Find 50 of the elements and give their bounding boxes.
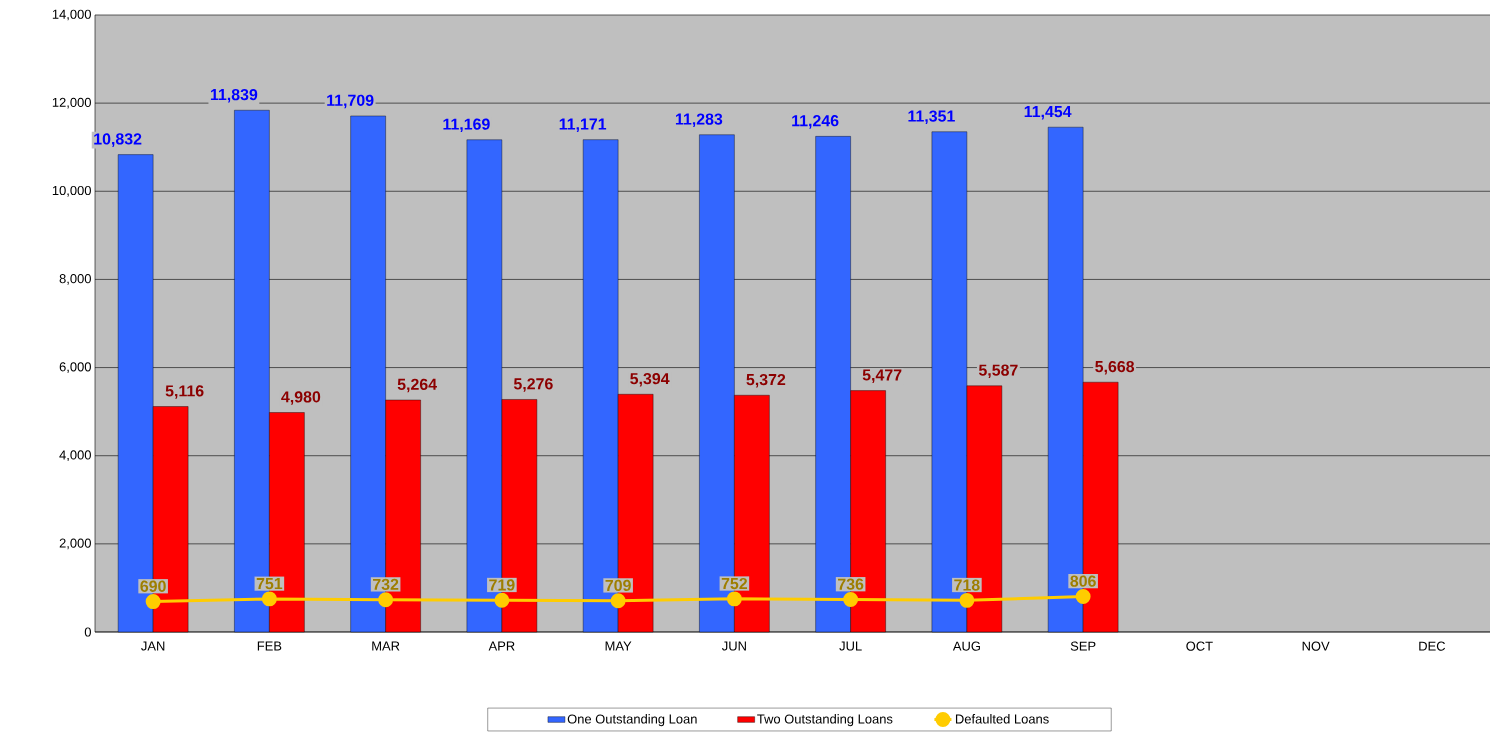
y-tick-label: 8,000	[59, 274, 91, 285]
data-label: 11,709	[327, 94, 374, 109]
x-tick-label: MAY	[605, 641, 632, 651]
x-tick-label: FEB	[257, 641, 282, 651]
data-label: 10,832	[94, 133, 142, 147]
y-tick-label: 10,000	[52, 185, 91, 197]
data-label: 5,394	[630, 372, 670, 387]
data-label: 5,668	[1095, 360, 1135, 375]
data-label: 718	[954, 579, 980, 591]
y-tick-label: 14,000	[52, 9, 91, 21]
data-label: 806	[1070, 575, 1096, 587]
data-label: 751	[256, 578, 283, 590]
data-label: 11,351	[908, 110, 955, 125]
data-label: 4,980	[281, 391, 321, 405]
data-label: 11,246	[792, 115, 839, 129]
legend-label: Defaulted Loans	[955, 714, 1049, 724]
x-tick-label: DEC	[1419, 641, 1446, 651]
data-label: 5,587	[978, 364, 1018, 379]
data-label: 5,372	[746, 373, 786, 388]
y-tick-label: 4,000	[59, 450, 91, 462]
x-tick-label: MAR	[372, 641, 400, 651]
x-tick-label: JUN	[721, 641, 746, 651]
data-label: 5,276	[513, 378, 553, 392]
x-tick-label: APR	[488, 641, 515, 651]
data-label: 5,116	[165, 385, 204, 399]
legend-label: One Outstanding Loan	[567, 714, 697, 727]
y-tick-label: 0	[84, 627, 91, 637]
data-label: 719	[489, 579, 515, 591]
data-label: 11,171	[559, 118, 607, 132]
legend-label: Two Outstanding Loans	[757, 714, 893, 727]
x-tick-label: OCT	[1186, 641, 1213, 651]
data-label: 709	[605, 579, 631, 592]
x-tick-label: SEP	[1070, 641, 1096, 651]
data-label: 690	[140, 580, 166, 592]
x-tick-label: JAN	[141, 641, 165, 651]
data-label: 11,454	[1024, 106, 1072, 120]
data-label: 752	[721, 577, 748, 590]
data-label: 736	[838, 578, 864, 590]
y-tick-label: 12,000	[52, 97, 91, 109]
data-label: 11,839	[210, 88, 258, 103]
data-label: 11,169	[443, 118, 490, 133]
x-tick-label: JUL	[839, 641, 862, 651]
y-tick-label: 6,000	[59, 362, 91, 373]
x-tick-label: NOV	[1302, 641, 1330, 651]
data-label: 5,264	[397, 378, 437, 393]
data-label: 5,477	[862, 369, 902, 383]
x-tick-label: AUG	[952, 641, 980, 651]
data-label: 11,283	[675, 113, 723, 128]
y-tick-label: 2,000	[59, 538, 91, 550]
data-label: 732	[373, 578, 399, 591]
